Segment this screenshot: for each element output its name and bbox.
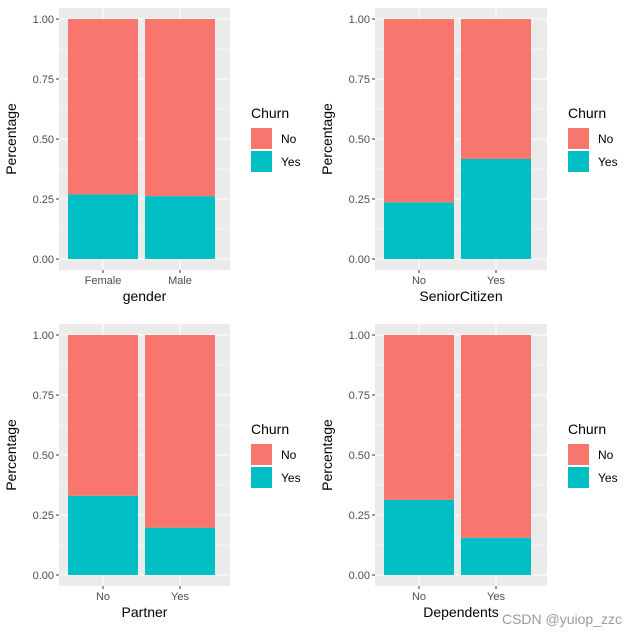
x-tick-label: Yes	[487, 591, 505, 603]
legend-title: Churn	[251, 421, 289, 437]
x-tick-label: Male	[168, 275, 192, 287]
legend-title: Churn	[568, 421, 606, 437]
y-tick-label: 0.25	[349, 510, 370, 522]
bar-no-yes	[461, 19, 531, 159]
bar-yes-yes	[145, 527, 215, 575]
chart-panel-partner: No Yes 0.00 0.25 0.50 0.75 1.00 Partner Percenta…	[3, 324, 301, 620]
x-tick-label: No	[412, 591, 426, 603]
bar-yes-yes	[461, 158, 531, 259]
y-axis-title: Percentage	[3, 103, 19, 175]
y-tick-label: 1.00	[33, 14, 54, 26]
watermark: CSDN @yuiop_zzc	[501, 611, 622, 627]
bar-no-no	[68, 335, 138, 496]
bar-no-yes	[145, 335, 215, 528]
legend-label-no: No	[598, 448, 614, 462]
y-tick-label: 0.50	[349, 134, 370, 146]
bar-yes-no	[384, 499, 454, 575]
bar-no-yes	[461, 335, 531, 538]
bar-no-no	[384, 19, 454, 203]
y-tick-label: 0.25	[33, 194, 54, 206]
legend-key-no	[568, 128, 589, 149]
legend-label-yes: Yes	[598, 471, 618, 485]
y-axis-title: Percentage	[3, 419, 19, 491]
y-tick-label: 0.25	[349, 194, 370, 206]
bar-yes-no	[384, 202, 454, 259]
y-tick-label: 1.00	[349, 330, 370, 342]
bar-no-male	[145, 19, 215, 197]
bar-yes-male	[145, 196, 215, 259]
y-tick-label: 0.75	[33, 390, 54, 402]
legend-key-no	[251, 444, 272, 465]
y-axis-title: Percentage	[319, 103, 335, 175]
y-tick-label: 0.25	[33, 510, 54, 522]
legend-key-yes	[251, 467, 272, 488]
x-tick-label: Female	[85, 275, 122, 287]
x-axis-title: SeniorCitizen	[419, 288, 502, 304]
y-tick-label: 0.00	[33, 570, 54, 582]
x-tick-label: Yes	[487, 275, 505, 287]
bar-no-no	[384, 335, 454, 500]
y-axis-title: Percentage	[319, 419, 335, 491]
bar-yes-female	[68, 194, 138, 259]
y-tick-label: 0.75	[349, 390, 370, 402]
x-tick-label: No	[96, 591, 110, 603]
legend-title: Churn	[251, 105, 289, 121]
bar-no-female	[68, 19, 138, 195]
legend-key-yes	[568, 151, 589, 172]
y-tick-label: 0.75	[349, 74, 370, 86]
y-tick-label: 0.00	[33, 254, 54, 266]
legend-title: Churn	[568, 105, 606, 121]
x-axis-title: Partner	[122, 604, 168, 620]
y-tick-label: 0.00	[349, 570, 370, 582]
legend-label-no: No	[281, 132, 297, 146]
x-axis-title: Dependents	[423, 604, 499, 620]
legend-key-yes	[568, 467, 589, 488]
y-tick-label: 0.50	[33, 450, 54, 462]
bar-yes-no	[68, 495, 138, 575]
legend-key-yes	[251, 151, 272, 172]
chart-panel-dependents: No Yes 0.00 0.25 0.50 0.75 1.00 Dependents Perce…	[319, 324, 618, 620]
y-tick-label: 0.75	[33, 74, 54, 86]
legend-key-no	[251, 128, 272, 149]
y-tick-label: 0.50	[349, 450, 370, 462]
x-axis-title: gender	[123, 288, 167, 304]
bar-yes-yes	[461, 537, 531, 575]
y-tick-label: 0.50	[33, 134, 54, 146]
y-tick-label: 1.00	[33, 330, 54, 342]
y-tick-label: 0.00	[349, 254, 370, 266]
chart-panel-gender: Female Male 0.00 0.25 0.50 0.75 1.00 gender Perc…	[3, 8, 301, 304]
x-tick-label: No	[412, 275, 426, 287]
legend-key-no	[568, 444, 589, 465]
legend-label-yes: Yes	[281, 155, 301, 169]
chart-panel-seniorcitizen: No Yes 0.00 0.25 0.50 0.75 1.00 SeniorCitizen Pe…	[319, 8, 618, 304]
y-tick-label: 1.00	[349, 14, 370, 26]
legend-label-no: No	[598, 132, 614, 146]
legend-label-no: No	[281, 448, 297, 462]
legend-label-yes: Yes	[281, 471, 301, 485]
legend-label-yes: Yes	[598, 155, 618, 169]
x-tick-label: Yes	[171, 591, 189, 603]
